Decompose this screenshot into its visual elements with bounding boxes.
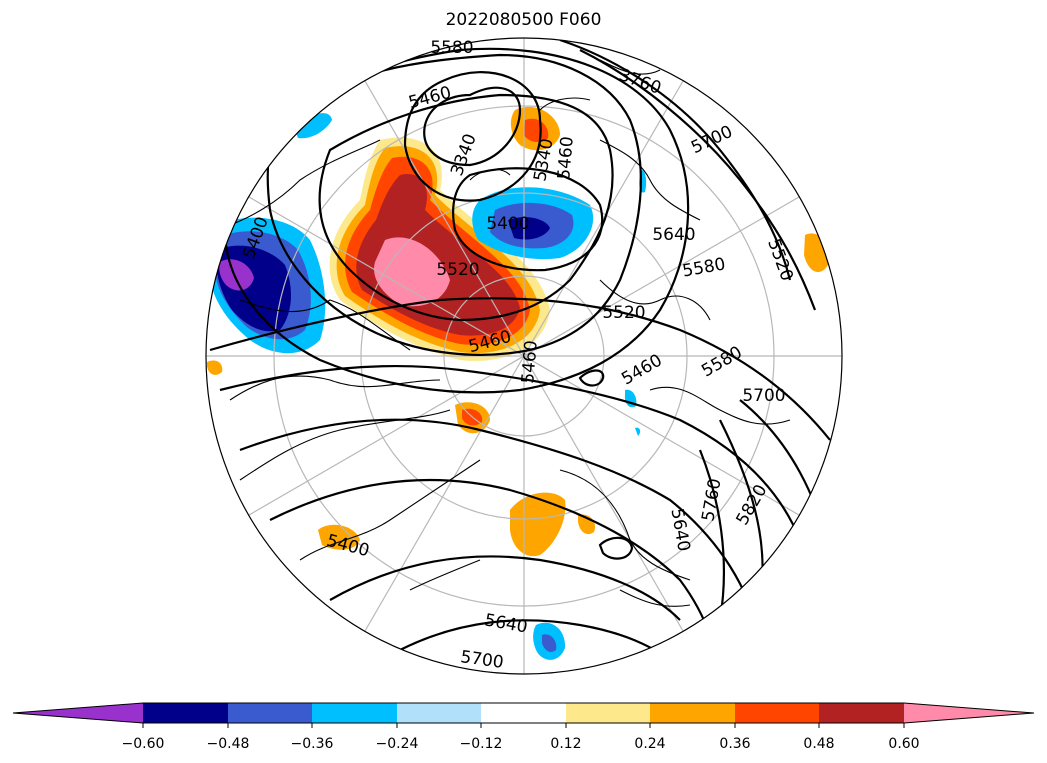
contour-label: 5640 [652, 225, 695, 245]
colorbar-segment [566, 703, 650, 723]
colorbar-tick-label: −0.36 [291, 736, 334, 752]
colorbar-segment [819, 703, 904, 723]
map-content [206, 38, 842, 674]
colorbar-segment [143, 703, 228, 723]
colorbar-tick-label: 0.48 [803, 736, 834, 752]
height-contours [209, 38, 832, 674]
contour-label: 5580 [698, 343, 745, 382]
colorbar-segment [228, 703, 312, 723]
colorbar-segment [481, 703, 566, 723]
contour-label: 5400 [325, 531, 372, 562]
colorbar-tick-label: −0.48 [207, 736, 250, 752]
map-title: 2022080500 F060 [445, 10, 602, 30]
contour-label: 5760 [698, 477, 725, 523]
colorbar-segment [312, 703, 397, 723]
contour-label: 5640 [666, 507, 693, 553]
colorbar-tick-label: −0.60 [122, 736, 165, 752]
globe-boundary [205, 37, 843, 675]
contour-label: 5580 [430, 38, 473, 58]
colorbar-ticks [142, 723, 905, 728]
coastlines [214, 59, 791, 607]
colorbar: −0.60 −0.48 −0.36 −0.24 −0.12 0.12 0.24 … [12, 702, 1035, 752]
colorbar-extend-max [904, 703, 1034, 723]
colorbar-tick-label: 0.24 [634, 736, 665, 752]
contour-label: 5580 [681, 254, 727, 281]
contour-label: 3340 [447, 131, 481, 178]
colorbar-tick-label: −0.24 [376, 736, 419, 752]
colorbar-segment [735, 703, 819, 723]
contour-label: 5640 [483, 610, 529, 637]
contour-label: 5820 [733, 481, 772, 528]
contour-label: 5700 [688, 122, 736, 158]
colorbar-tick-label: −0.12 [460, 736, 503, 752]
contour-label: 5700 [742, 386, 785, 406]
colorbar-segment [397, 703, 481, 723]
contour-label: 5520 [436, 260, 479, 280]
colorbar-tick-label: 0.12 [550, 736, 581, 752]
contour-label: 5400 [486, 214, 529, 234]
colorbar-tick-label: 0.60 [888, 736, 919, 752]
contour-label: 5460 [407, 83, 454, 114]
contour-label: 5520 [602, 303, 645, 323]
colorbar-tick-label: 0.36 [719, 736, 750, 752]
colorbar-segment [650, 703, 735, 723]
contour-label: 5460 [554, 136, 578, 181]
colorbar-extend-min [13, 703, 143, 723]
contour-label: 5460 [518, 340, 542, 385]
